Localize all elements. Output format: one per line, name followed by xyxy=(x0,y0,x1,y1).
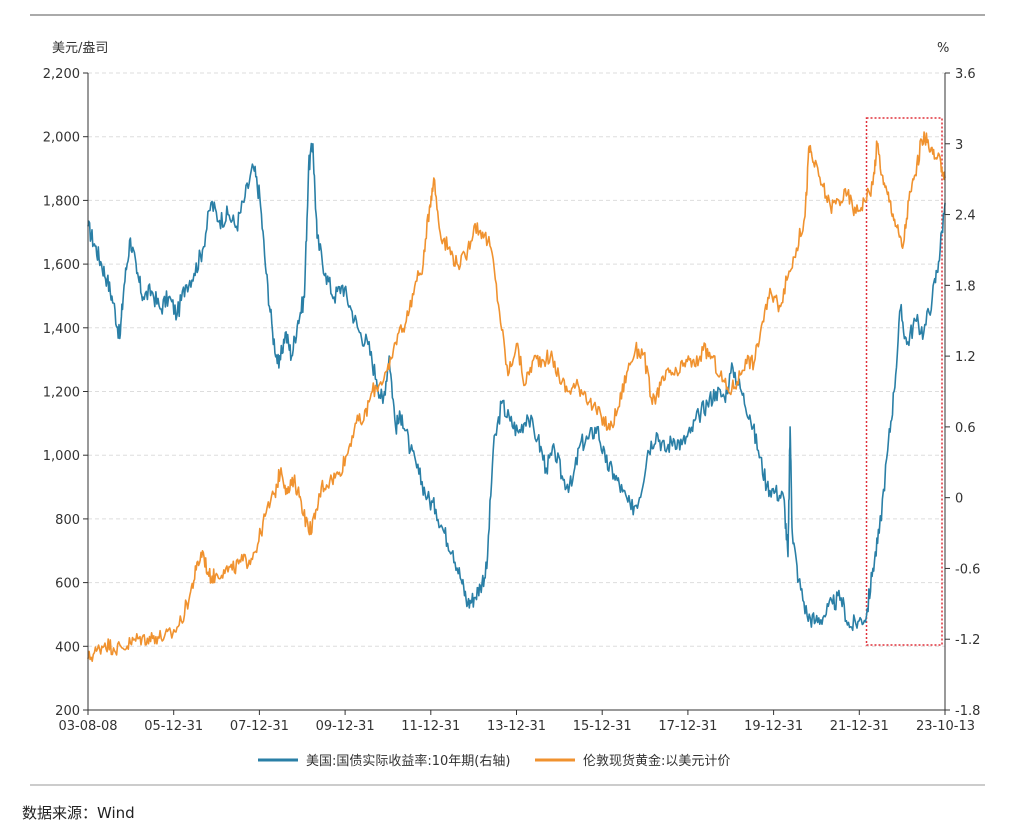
left-tick-label: 2,200 xyxy=(43,67,80,82)
series-layer xyxy=(87,131,946,662)
left-axis-unit: 美元/盎司 xyxy=(52,41,108,56)
left-tick-label: 1,400 xyxy=(43,322,80,337)
left-tick-label: 200 xyxy=(55,704,80,719)
x-tick-label: 11-12-31 xyxy=(401,719,460,734)
highlight-rect xyxy=(865,117,943,646)
legend-label-real-yield: 美国:国债实际收益率:10年期(右轴) xyxy=(306,753,510,769)
x-tick-label: 09-12-31 xyxy=(316,719,375,734)
right-tick-label: -1.8 xyxy=(955,704,980,719)
left-tick-label: 1,600 xyxy=(43,258,80,273)
left-tick-label: 400 xyxy=(55,640,80,655)
right-tick-label: 3 xyxy=(955,138,963,153)
right-tick-label: 2.4 xyxy=(955,209,976,224)
right-tick-label: 0 xyxy=(955,492,963,507)
x-tick-label: 05-12-31 xyxy=(144,719,203,734)
right-tick-label: -0.6 xyxy=(955,562,980,577)
left-tick-label: 2,000 xyxy=(43,131,80,146)
legend-label-gold: 伦敦现货黄金:以美元计价 xyxy=(583,753,730,769)
left-tick-label: 600 xyxy=(55,577,80,592)
left-tick-label: 1,000 xyxy=(43,449,80,464)
right-tick-label: 0.6 xyxy=(955,421,976,436)
data-source: 数据来源：Wind xyxy=(22,804,135,822)
right-tick-label: 1.2 xyxy=(955,350,976,365)
right-tick-label: -1.2 xyxy=(955,633,980,648)
axes: 200 400 600 800 1,000 1,200 1,400 1,600 1,800 2,0… xyxy=(43,67,981,734)
left-tick-label: 800 xyxy=(55,513,80,528)
legend: 美国:国债实际收益率:10年期(右轴) 伦敦现货黄金:以美元计价 xyxy=(258,753,730,769)
left-tick-label: 1,800 xyxy=(43,194,80,209)
series-line-gold xyxy=(87,131,946,662)
x-tick-label: 21-12-31 xyxy=(830,719,889,734)
x-tick-label: 17-12-31 xyxy=(658,719,717,734)
x-tick-label: 13-12-31 xyxy=(487,719,546,734)
right-axis-unit: % xyxy=(937,41,949,56)
series-line-real-yield xyxy=(87,142,946,632)
x-tick-label: 03-08-08 xyxy=(58,719,117,734)
x-tick-label: 15-12-31 xyxy=(573,719,632,734)
highlight-box xyxy=(865,117,943,646)
x-tick-label: 23-10-13 xyxy=(916,719,975,734)
left-tick-label: 1,200 xyxy=(43,386,80,401)
right-tick-label: 1.8 xyxy=(955,279,976,294)
right-tick-label: 3.6 xyxy=(955,67,976,82)
grid-lines xyxy=(88,72,945,711)
x-tick-label: 19-12-31 xyxy=(744,719,803,734)
x-tick-label: 07-12-31 xyxy=(230,719,289,734)
